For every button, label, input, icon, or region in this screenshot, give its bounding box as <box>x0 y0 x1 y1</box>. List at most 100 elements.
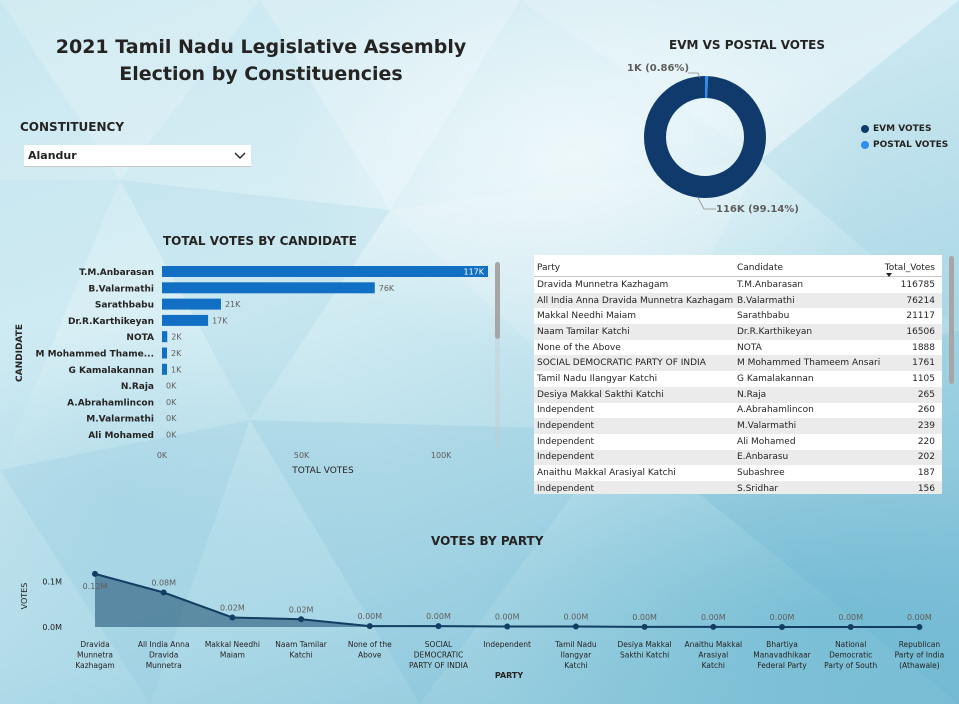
cell-candidate: G Kamalakannan <box>737 373 814 384</box>
line-data-point[interactable] <box>641 623 648 630</box>
evm-postal-donut-chart <box>644 76 766 198</box>
line-data-point[interactable] <box>160 589 167 596</box>
cell-total-votes: 1761 <box>912 358 935 369</box>
postal-votes-data-label: 1K (0.86%) <box>627 63 690 74</box>
legend-item-postal[interactable]: POSTAL VOTES <box>861 140 948 150</box>
line-data-label: 0.00M <box>564 613 589 622</box>
table-scrollbar[interactable] <box>949 254 954 494</box>
bar-data-label: 0K <box>166 398 177 407</box>
line-data-point[interactable] <box>572 623 579 630</box>
y-tick-label: 0.1M <box>42 578 62 587</box>
cell-candidate: Ali Mohamed <box>737 436 796 447</box>
y-axis-title: CANDIDATE <box>15 324 25 382</box>
scrollbar-thumb[interactable] <box>949 256 954 384</box>
bar-data-label: 1K <box>171 365 182 374</box>
bar-g-kamalakannan[interactable] <box>162 363 167 375</box>
bar-b-valarmathi[interactable] <box>162 282 375 294</box>
table-row[interactable]: Desiya Makkal Sakthi Katchi N.Raja 265 <box>534 386 942 403</box>
donut-slice-evm-votes[interactable] <box>644 76 766 198</box>
bar-category-label: Sarathbabu <box>95 301 154 311</box>
cell-total-votes: 21117 <box>906 311 935 322</box>
table-row[interactable]: Independent A.Abrahamlincon 260 <box>534 403 942 419</box>
line-data-point[interactable] <box>847 623 854 630</box>
line-data-point[interactable] <box>916 623 923 630</box>
column-header-candidate[interactable]: Candidate <box>737 263 784 273</box>
y-axis-title: VOTES <box>20 583 29 610</box>
scrollbar-thumb[interactable] <box>495 262 500 339</box>
table-row[interactable]: Makkal Needhi Maiam Sarathbabu 21117 <box>534 308 942 324</box>
bar-m-mohammed-thame-[interactable] <box>162 347 167 359</box>
postal-leader-line <box>688 72 701 79</box>
votes-by-party-line-chart: 0.12M 0.08M 0.02M 0.02M 0.00M 0.00M 0.00M 0.00M… <box>20 570 944 680</box>
bar-dr-r-karthikeyan[interactable] <box>162 314 209 326</box>
x-tick-label: 0K <box>157 451 168 460</box>
bar-category-label: N.Raja <box>121 382 154 392</box>
line-chart-title: VOTES BY PARTY <box>431 534 544 548</box>
bar-category-label: A.Abrahamlincon <box>67 398 154 408</box>
cell-party: Tamil Nadu Ilangyar Katchi <box>537 373 658 384</box>
cell-party: Independent <box>537 421 595 432</box>
line-data-label: 0.00M <box>495 613 520 622</box>
line-data-label: 0.00M <box>838 613 863 622</box>
bar-nota[interactable] <box>162 331 168 343</box>
sort-descending-icon <box>886 273 892 277</box>
cell-total-votes: 265 <box>917 389 935 400</box>
line-data-point[interactable] <box>710 623 717 630</box>
x-category-label: Tamil Nadu Ilangyar Katchi <box>554 640 597 670</box>
bar-t-m-anbarasan[interactable] <box>162 266 489 277</box>
donut-slices <box>644 76 766 198</box>
legend-label: EVM VOTES <box>873 124 932 134</box>
cell-candidate: N.Raja <box>737 389 767 400</box>
constituency-slicer-label: CONSTITUENCY <box>20 120 125 134</box>
x-category-label: All India Anna Dravida Munnetra <box>138 640 190 670</box>
bar-chart-scrollbar[interactable] <box>495 262 500 447</box>
bar-category-label: G Kamalakannan <box>68 366 154 376</box>
evm-leader-line <box>697 197 716 210</box>
line-data-point[interactable] <box>779 623 785 630</box>
table-row[interactable]: All India Anna Dravida Munnetra Kazhagam… <box>534 292 942 309</box>
table-row[interactable]: None of the Above NOTA 1888 <box>534 340 942 356</box>
x-axis-title: TOTAL VOTES <box>291 466 354 476</box>
cell-party: SOCIAL DEMOCRATIC PARTY OF INDIA <box>537 358 706 369</box>
table-row[interactable]: Independent S.Sridhar 156 <box>534 480 942 494</box>
table-row[interactable]: Dravida Munnetra Kazhagam T.M.Anbarasan 11… <box>534 277 942 293</box>
line-data-point[interactable] <box>298 616 305 623</box>
line-data-label: 0.12M <box>83 582 108 591</box>
cell-candidate: Dr.R.Karthikeyan <box>737 326 813 337</box>
line-data-point[interactable] <box>366 623 373 630</box>
table-row[interactable]: Naam Tamilar Katchi Dr.R.Karthikeyan 16506 <box>534 324 942 340</box>
column-header-total-votes[interactable]: Total_Votes <box>884 263 939 277</box>
bar-sarathbabu[interactable] <box>162 298 221 310</box>
table-header: Party Candidate Total_Votes <box>534 255 942 277</box>
table-row[interactable]: Independent E.Anbarasu 202 <box>534 449 942 466</box>
cell-party: Naam Tamilar Katchi <box>537 326 630 337</box>
table-row[interactable]: Anaithu Makkal Arasiyal Katchi Subashree 1… <box>534 465 942 481</box>
donut-legend: EVM VOTES POSTAL VOTES <box>861 124 948 150</box>
line-data-point[interactable] <box>229 614 236 621</box>
legend-item-evm[interactable]: EVM VOTES <box>861 124 948 134</box>
cell-party: Independent <box>537 452 595 463</box>
x-category-label: None of the Above <box>348 640 392 660</box>
cell-total-votes: 1105 <box>912 373 935 384</box>
cell-total-votes: 156 <box>917 483 935 494</box>
line-data-point[interactable] <box>504 623 511 630</box>
x-category-label: Makkal Needhi Maiam <box>205 640 260 660</box>
results-table[interactable]: Party Candidate Total_Votes Dravida Munn… <box>534 255 942 494</box>
line-data-point[interactable] <box>92 570 98 577</box>
table-row[interactable]: Independent M.Valarmathi 239 <box>534 418 942 434</box>
table-row[interactable]: Independent Ali Mohamed 220 <box>534 434 942 450</box>
column-header-party[interactable]: Party <box>537 263 561 273</box>
constituency-dropdown[interactable]: Alandur <box>24 145 251 167</box>
line-data-label: 0.00M <box>357 612 382 621</box>
chevron-down-icon <box>234 152 246 159</box>
page-title: 2021 Tamil Nadu Legislative Assembly Ele… <box>55 36 467 85</box>
cell-candidate: NOTA <box>737 342 762 353</box>
line-data-label: 0.00M <box>907 613 932 622</box>
cell-total-votes: 1888 <box>912 342 935 353</box>
cell-party: Independent <box>537 405 595 416</box>
bar-category-label: Dr.R.Karthikeyan <box>68 317 154 327</box>
line-data-point[interactable] <box>435 623 442 630</box>
table-row[interactable]: SOCIAL DEMOCRATIC PARTY OF INDIA M Mohamm… <box>534 355 942 372</box>
bar-data-label: 2K <box>171 349 182 358</box>
table-row[interactable]: Tamil Nadu Ilangyar Katchi G Kamalakannan… <box>534 371 942 387</box>
